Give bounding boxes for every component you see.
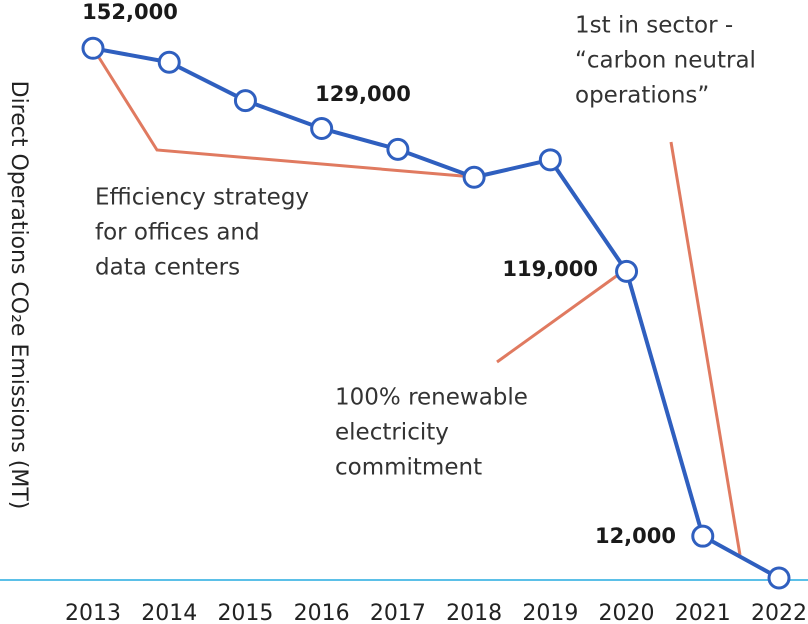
annotation: electricity [335, 420, 449, 446]
x-tick-label: 2020 [599, 601, 655, 624]
point [233, 89, 257, 113]
annotation: 100% renewable [335, 385, 528, 411]
annotation: operations” [575, 83, 709, 109]
connector [669, 141, 742, 556]
connector [496, 270, 623, 364]
y-axis-title: Direct Operations CO₂e Emissions (MT) [6, 81, 31, 510]
x-tick-label: 2018 [446, 601, 502, 624]
point [310, 116, 334, 140]
annotation: Efficiency strategy [95, 185, 309, 211]
highlight-label: 152,000 [82, 0, 178, 24]
x-tick-label: 2021 [675, 601, 731, 624]
point [691, 524, 715, 548]
highlight-label: 129,000 [315, 82, 411, 106]
x-tick-label: 2017 [370, 601, 426, 624]
annotation: 1st in sector - [575, 13, 733, 39]
point [615, 259, 639, 283]
annotation: data centers [95, 255, 240, 281]
highlight-label: 12,000 [595, 524, 676, 548]
connector [91, 47, 475, 179]
line [92, 46, 780, 580]
point [767, 566, 791, 590]
x-tick-label: 2013 [65, 601, 121, 624]
highlight-label: 119,000 [502, 257, 598, 281]
x-tick-label: 2016 [294, 601, 350, 624]
plot: 2013 2014 2015 2016 2017 2018 2019 2020 2021 2022… [65, 0, 807, 624]
point [538, 148, 562, 172]
annotation: for offices and [95, 220, 260, 246]
annotation: “carbon neutral [575, 48, 756, 74]
point [157, 50, 181, 74]
x-tick-label: 2015 [217, 601, 273, 624]
point [462, 165, 486, 189]
point [386, 137, 410, 161]
annotation: commitment [335, 455, 482, 481]
x-tick-label: 2022 [751, 601, 807, 624]
x-tick-label: 2019 [522, 601, 578, 624]
x-tick-label: 2014 [141, 601, 197, 624]
point [81, 36, 105, 60]
